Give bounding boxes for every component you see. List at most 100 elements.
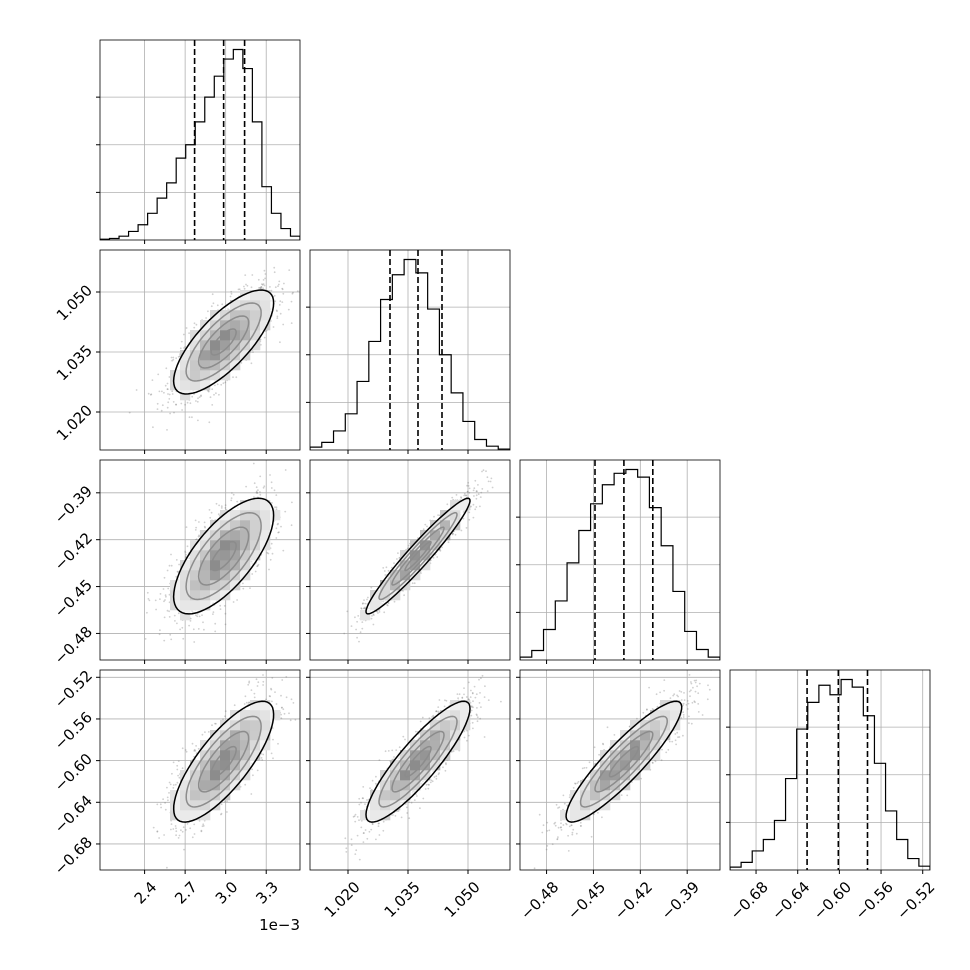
scatter-point [253, 496, 255, 499]
scatter-point [191, 742, 194, 745]
scatter-point [183, 848, 185, 851]
scatter-point [263, 269, 266, 272]
scatter-point [203, 628, 205, 631]
scatter-point [485, 470, 487, 473]
scatter-point [254, 570, 257, 573]
scatter-point [278, 531, 280, 534]
scatter-point [474, 479, 477, 482]
scatter-point [282, 292, 285, 295]
scatter-point [236, 500, 239, 503]
scatter-point [220, 813, 222, 816]
scatter-point [229, 295, 232, 298]
scatter-point [214, 622, 217, 625]
scatter-point [256, 492, 259, 494]
scatter-point [156, 830, 159, 833]
scatter-point [269, 558, 272, 561]
scatter-point [280, 525, 282, 528]
scatter-point [185, 327, 188, 329]
scatter-point [246, 284, 249, 287]
scatter-point [462, 517, 465, 520]
scatter-point [221, 303, 224, 306]
scatter-point [259, 491, 261, 493]
scatter-point [195, 538, 198, 541]
scatter-point [204, 526, 207, 529]
scatter-point [197, 628, 200, 630]
scatter-point [164, 594, 167, 597]
scatter-point [472, 489, 475, 492]
scatter-point [256, 565, 258, 568]
scatter-point [277, 531, 280, 534]
scatter-point [366, 598, 368, 601]
scatter-point [263, 336, 266, 339]
scatter-point [168, 393, 171, 396]
scatter-point [474, 508, 477, 511]
scatter-point [406, 547, 409, 550]
scatter-point [463, 493, 466, 495]
scatter-point [146, 591, 149, 594]
scatter-point [460, 497, 463, 499]
scatter-point [282, 323, 285, 326]
scatter-point [183, 347, 185, 349]
scatter-point [170, 828, 172, 831]
scatter-point [361, 602, 364, 605]
scatter-point [413, 582, 416, 585]
scatter-point [260, 287, 262, 290]
scatter-point [224, 612, 227, 615]
scatter-point [468, 487, 471, 490]
scatter-point [159, 593, 162, 595]
scatter-point [152, 426, 154, 429]
scatter-point [272, 326, 275, 328]
scatter-point [259, 475, 262, 478]
scatter-point [426, 525, 428, 528]
scatter-point [475, 506, 478, 508]
scatter-point [161, 404, 164, 407]
contour-3 [172, 497, 275, 615]
scatter-point [208, 421, 211, 424]
scatter-point [224, 381, 227, 384]
scatter-point [370, 617, 373, 620]
scatter-point [211, 724, 213, 727]
scatter-point [212, 302, 215, 305]
scatter-point [263, 485, 266, 488]
scatter-point [486, 476, 489, 479]
scatter-point [270, 687, 272, 690]
scatter-point [161, 390, 163, 393]
scatter-point [160, 409, 163, 412]
scatter-point [173, 411, 175, 414]
scatter-point [284, 469, 287, 471]
scatter-point [262, 486, 265, 489]
scatter-point [383, 611, 386, 614]
scatter-point [163, 576, 166, 579]
scatter-point [198, 521, 200, 523]
density-cell [360, 610, 371, 621]
scatter-point [188, 332, 191, 334]
scatter-point [378, 611, 381, 613]
scatter-point [156, 803, 159, 806]
scatter-point [281, 287, 284, 290]
scatter-point [165, 367, 168, 370]
scatter-point [403, 594, 405, 597]
scatter-point [224, 623, 227, 626]
scatter-point [232, 376, 234, 379]
scatter-point [214, 384, 216, 387]
scatter-point [465, 527, 468, 529]
scatter-point [174, 620, 176, 622]
scatter-point [362, 602, 364, 605]
scatter-point [172, 356, 175, 359]
scatter-point [216, 383, 219, 386]
scatter-point [355, 628, 357, 631]
scatter-point [185, 553, 187, 556]
scatter-panel-3-0 [99, 669, 301, 871]
histogram-panel-0 [96, 39, 301, 241]
scatter-panel-2-1 [309, 459, 511, 661]
histogram-step-2 [520, 468, 720, 660]
scatter-point [490, 477, 493, 480]
scatter-point [402, 589, 404, 592]
scatter-point [180, 340, 183, 343]
scatter-point [166, 569, 169, 572]
scatter-point [219, 608, 222, 610]
scatter-point [154, 599, 157, 602]
panel-background [520, 460, 720, 660]
scatter-point [250, 689, 253, 691]
